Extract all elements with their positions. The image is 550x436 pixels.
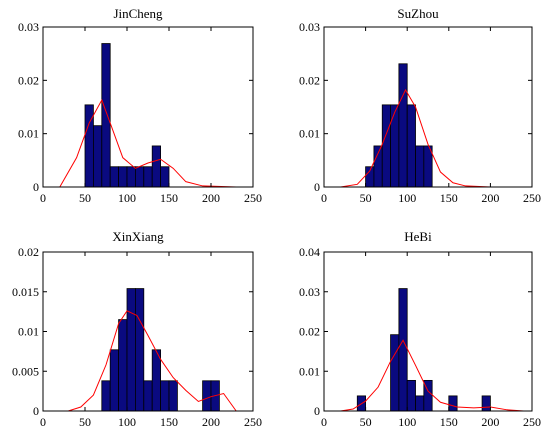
y-tick-label: 0 (33, 404, 39, 418)
y-tick-label: 0.01 (299, 127, 320, 141)
y-tick-label: 0 (314, 404, 320, 418)
density-curve (43, 310, 237, 412)
histogram-bar (398, 288, 408, 412)
histogram-bar (406, 104, 416, 188)
histogram-bar (143, 380, 153, 412)
x-tick-label: 0 (40, 415, 46, 429)
histogram-bar (448, 395, 458, 412)
histogram-bar (423, 145, 433, 188)
y-tick-label: 0.005 (12, 364, 39, 378)
x-tick-label: 150 (440, 191, 458, 205)
histogram-bar (126, 166, 136, 188)
y-tick-label: 0.04 (299, 245, 320, 259)
histogram-bar (118, 166, 128, 188)
axes-frame (42, 26, 254, 188)
y-tick-label: 0.01 (299, 364, 320, 378)
x-tick-label: 0 (321, 415, 327, 429)
y-tick-label: 0.015 (12, 285, 39, 299)
histogram-bar (101, 380, 111, 412)
histogram-bar (168, 380, 178, 412)
x-tick-label: 250 (523, 415, 541, 429)
density-curve (43, 98, 237, 188)
x-tick-label: 200 (202, 191, 220, 205)
y-tick-label: 0.02 (299, 325, 320, 339)
histogram-bar (134, 288, 145, 412)
histogram-bar (481, 395, 491, 412)
histogram-bar (109, 349, 119, 412)
x-tick-label: 50 (79, 415, 91, 429)
x-tick-label: 100 (398, 415, 416, 429)
x-tick-label: 0 (40, 191, 46, 205)
histogram-bar (160, 166, 170, 188)
subplot-hebi: HeBi 0 50 100 150 200 250 0 0.01 0.02 0.03 0.04 (299, 229, 541, 429)
y-tick-label: 0 (314, 180, 320, 194)
histogram-bar (101, 43, 111, 188)
x-tick-label: 200 (481, 415, 499, 429)
x-tick-label: 50 (360, 191, 372, 205)
x-tick-label: 100 (118, 415, 136, 429)
subplot-jincheng: JinCheng 0 50 100 150 200 250 0 0.01 0.02 0.03 (18, 6, 262, 205)
subplot-title: XinXiang (112, 229, 164, 244)
x-tick-label: 100 (398, 191, 416, 205)
histogram-bar (415, 395, 425, 412)
density-curve (324, 339, 524, 412)
x-tick-label: 200 (202, 415, 220, 429)
x-tick-label: 150 (160, 191, 178, 205)
y-tick-label: 0.03 (18, 20, 39, 34)
x-tick-label: 150 (440, 415, 458, 429)
y-tick-label: 0.02 (18, 245, 39, 259)
axes-frame (323, 26, 533, 188)
histogram-bar (151, 145, 161, 188)
y-tick-label: 0.01 (18, 127, 39, 141)
subplot-xinxiang: XinXiang 0 50 100 150 200 250 0 0.005 0.01 0.015 0… (12, 229, 262, 429)
histogram-bar (390, 334, 400, 412)
y-tick-label: 0 (33, 180, 39, 194)
x-tick-label: 250 (523, 191, 541, 205)
subplot-suzhou: SuZhou 0 50 100 150 200 250 0 0.01 0.02 0.03 (299, 6, 541, 205)
x-tick-label: 200 (481, 191, 499, 205)
subplot-title: SuZhou (397, 6, 439, 21)
subplot-title: HeBi (404, 229, 432, 244)
histogram-bar (143, 166, 153, 188)
x-tick-label: 250 (244, 191, 262, 205)
subplot-title: JinCheng (113, 6, 163, 21)
x-tick-label: 50 (360, 415, 372, 429)
x-tick-label: 50 (79, 191, 91, 205)
y-tick-label: 0.03 (299, 285, 320, 299)
histogram-bar (415, 145, 425, 188)
y-tick-label: 0.03 (299, 20, 320, 34)
y-tick-label: 0.02 (299, 73, 320, 87)
density-curve (324, 88, 491, 188)
x-tick-label: 100 (118, 191, 136, 205)
x-tick-label: 0 (321, 191, 327, 205)
histogram-bar (398, 63, 408, 188)
histogram-bar (93, 125, 103, 188)
histogram-bar (126, 288, 136, 412)
x-tick-label: 150 (160, 415, 178, 429)
histogram-bar (390, 104, 400, 188)
histogram-bar (160, 380, 170, 412)
histogram-bar (134, 166, 145, 188)
y-tick-label: 0.01 (18, 325, 39, 339)
histogram-bar (151, 349, 161, 412)
histogram-bar (109, 166, 119, 188)
histogram-bar (202, 380, 212, 412)
y-tick-label: 0.02 (18, 73, 39, 87)
histogram-bar (406, 379, 416, 412)
histogram-bar (118, 319, 128, 412)
histogram-bar (365, 166, 375, 188)
histogram-bar (381, 104, 391, 188)
x-tick-label: 250 (244, 415, 262, 429)
